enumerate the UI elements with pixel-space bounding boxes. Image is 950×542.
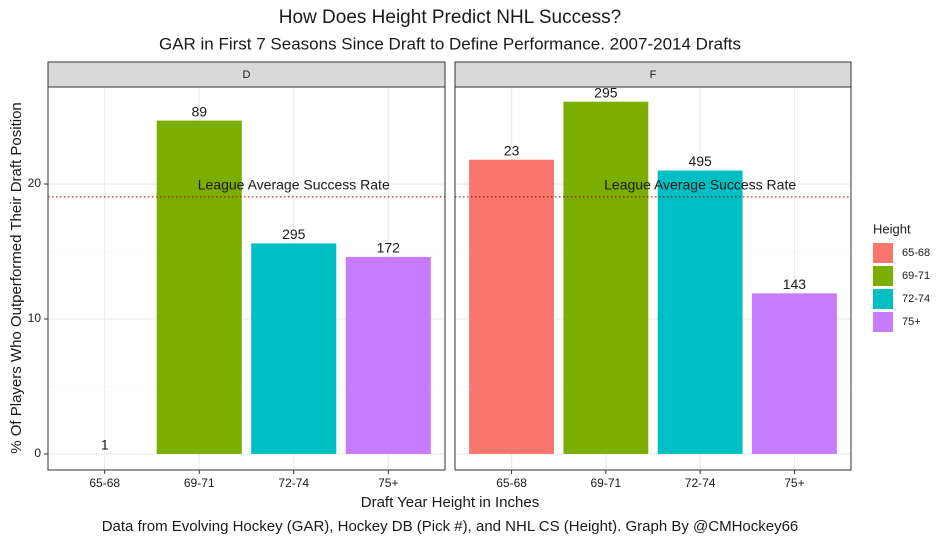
bar — [657, 170, 743, 454]
bar — [251, 243, 337, 454]
data-label: 172 — [377, 240, 401, 256]
data-label: 89 — [191, 103, 207, 119]
facet-strip — [47, 61, 446, 88]
legend-swatch — [873, 312, 893, 332]
bar — [752, 293, 837, 454]
legend-swatch — [873, 289, 893, 309]
bar — [345, 256, 431, 454]
legend-label: 69-71 — [902, 270, 930, 282]
legend-label: 72-74 — [902, 293, 930, 305]
legend-swatch — [873, 266, 893, 286]
x-tick-label: 72-74 — [278, 476, 309, 490]
data-label: 1 — [101, 437, 109, 453]
x-axis-label: Draft Year Height in Inches — [361, 494, 539, 511]
bar — [156, 120, 242, 454]
data-label: 295 — [282, 226, 306, 242]
x-tick-label: 75+ — [784, 476, 804, 490]
facet-label: D — [243, 69, 251, 81]
legend-title: Height — [873, 221, 911, 236]
panel-border — [454, 86, 852, 471]
chart-title: How Does Height Predict NHL Success? — [279, 7, 622, 28]
reference-label: League Average Success Rate — [198, 177, 390, 193]
y-tick-label: 20 — [28, 176, 42, 190]
y-axis-label: % Of Players Who Outperformed Their Draf… — [8, 102, 25, 454]
data-label: 143 — [783, 276, 807, 292]
panel-border — [47, 86, 446, 471]
facet-label: F — [650, 69, 657, 81]
x-tick-label: 75+ — [378, 476, 398, 490]
x-tick-label: 65-68 — [89, 476, 120, 490]
reference-label: League Average Success Rate — [604, 177, 796, 193]
chart-subtitle: GAR in First 7 Seasons Since Draft to De… — [159, 34, 741, 53]
x-tick-label: 69-71 — [184, 476, 215, 490]
caption: Data from Evolving Hockey (GAR), Hockey … — [102, 518, 799, 535]
legend-label: 75+ — [902, 316, 921, 328]
y-tick-label: 10 — [28, 311, 42, 325]
data-label: 295 — [594, 84, 618, 100]
bar — [563, 101, 649, 454]
x-tick-label: 69-71 — [591, 476, 622, 490]
bar — [469, 159, 554, 454]
y-tick-label: 0 — [34, 446, 41, 460]
x-tick-label: 65-68 — [496, 476, 527, 490]
data-label: 23 — [504, 142, 520, 158]
data-label: 495 — [688, 153, 712, 169]
x-tick-label: 72-74 — [685, 476, 716, 490]
legend-swatch — [873, 243, 893, 263]
legend-label: 65-68 — [902, 247, 930, 259]
